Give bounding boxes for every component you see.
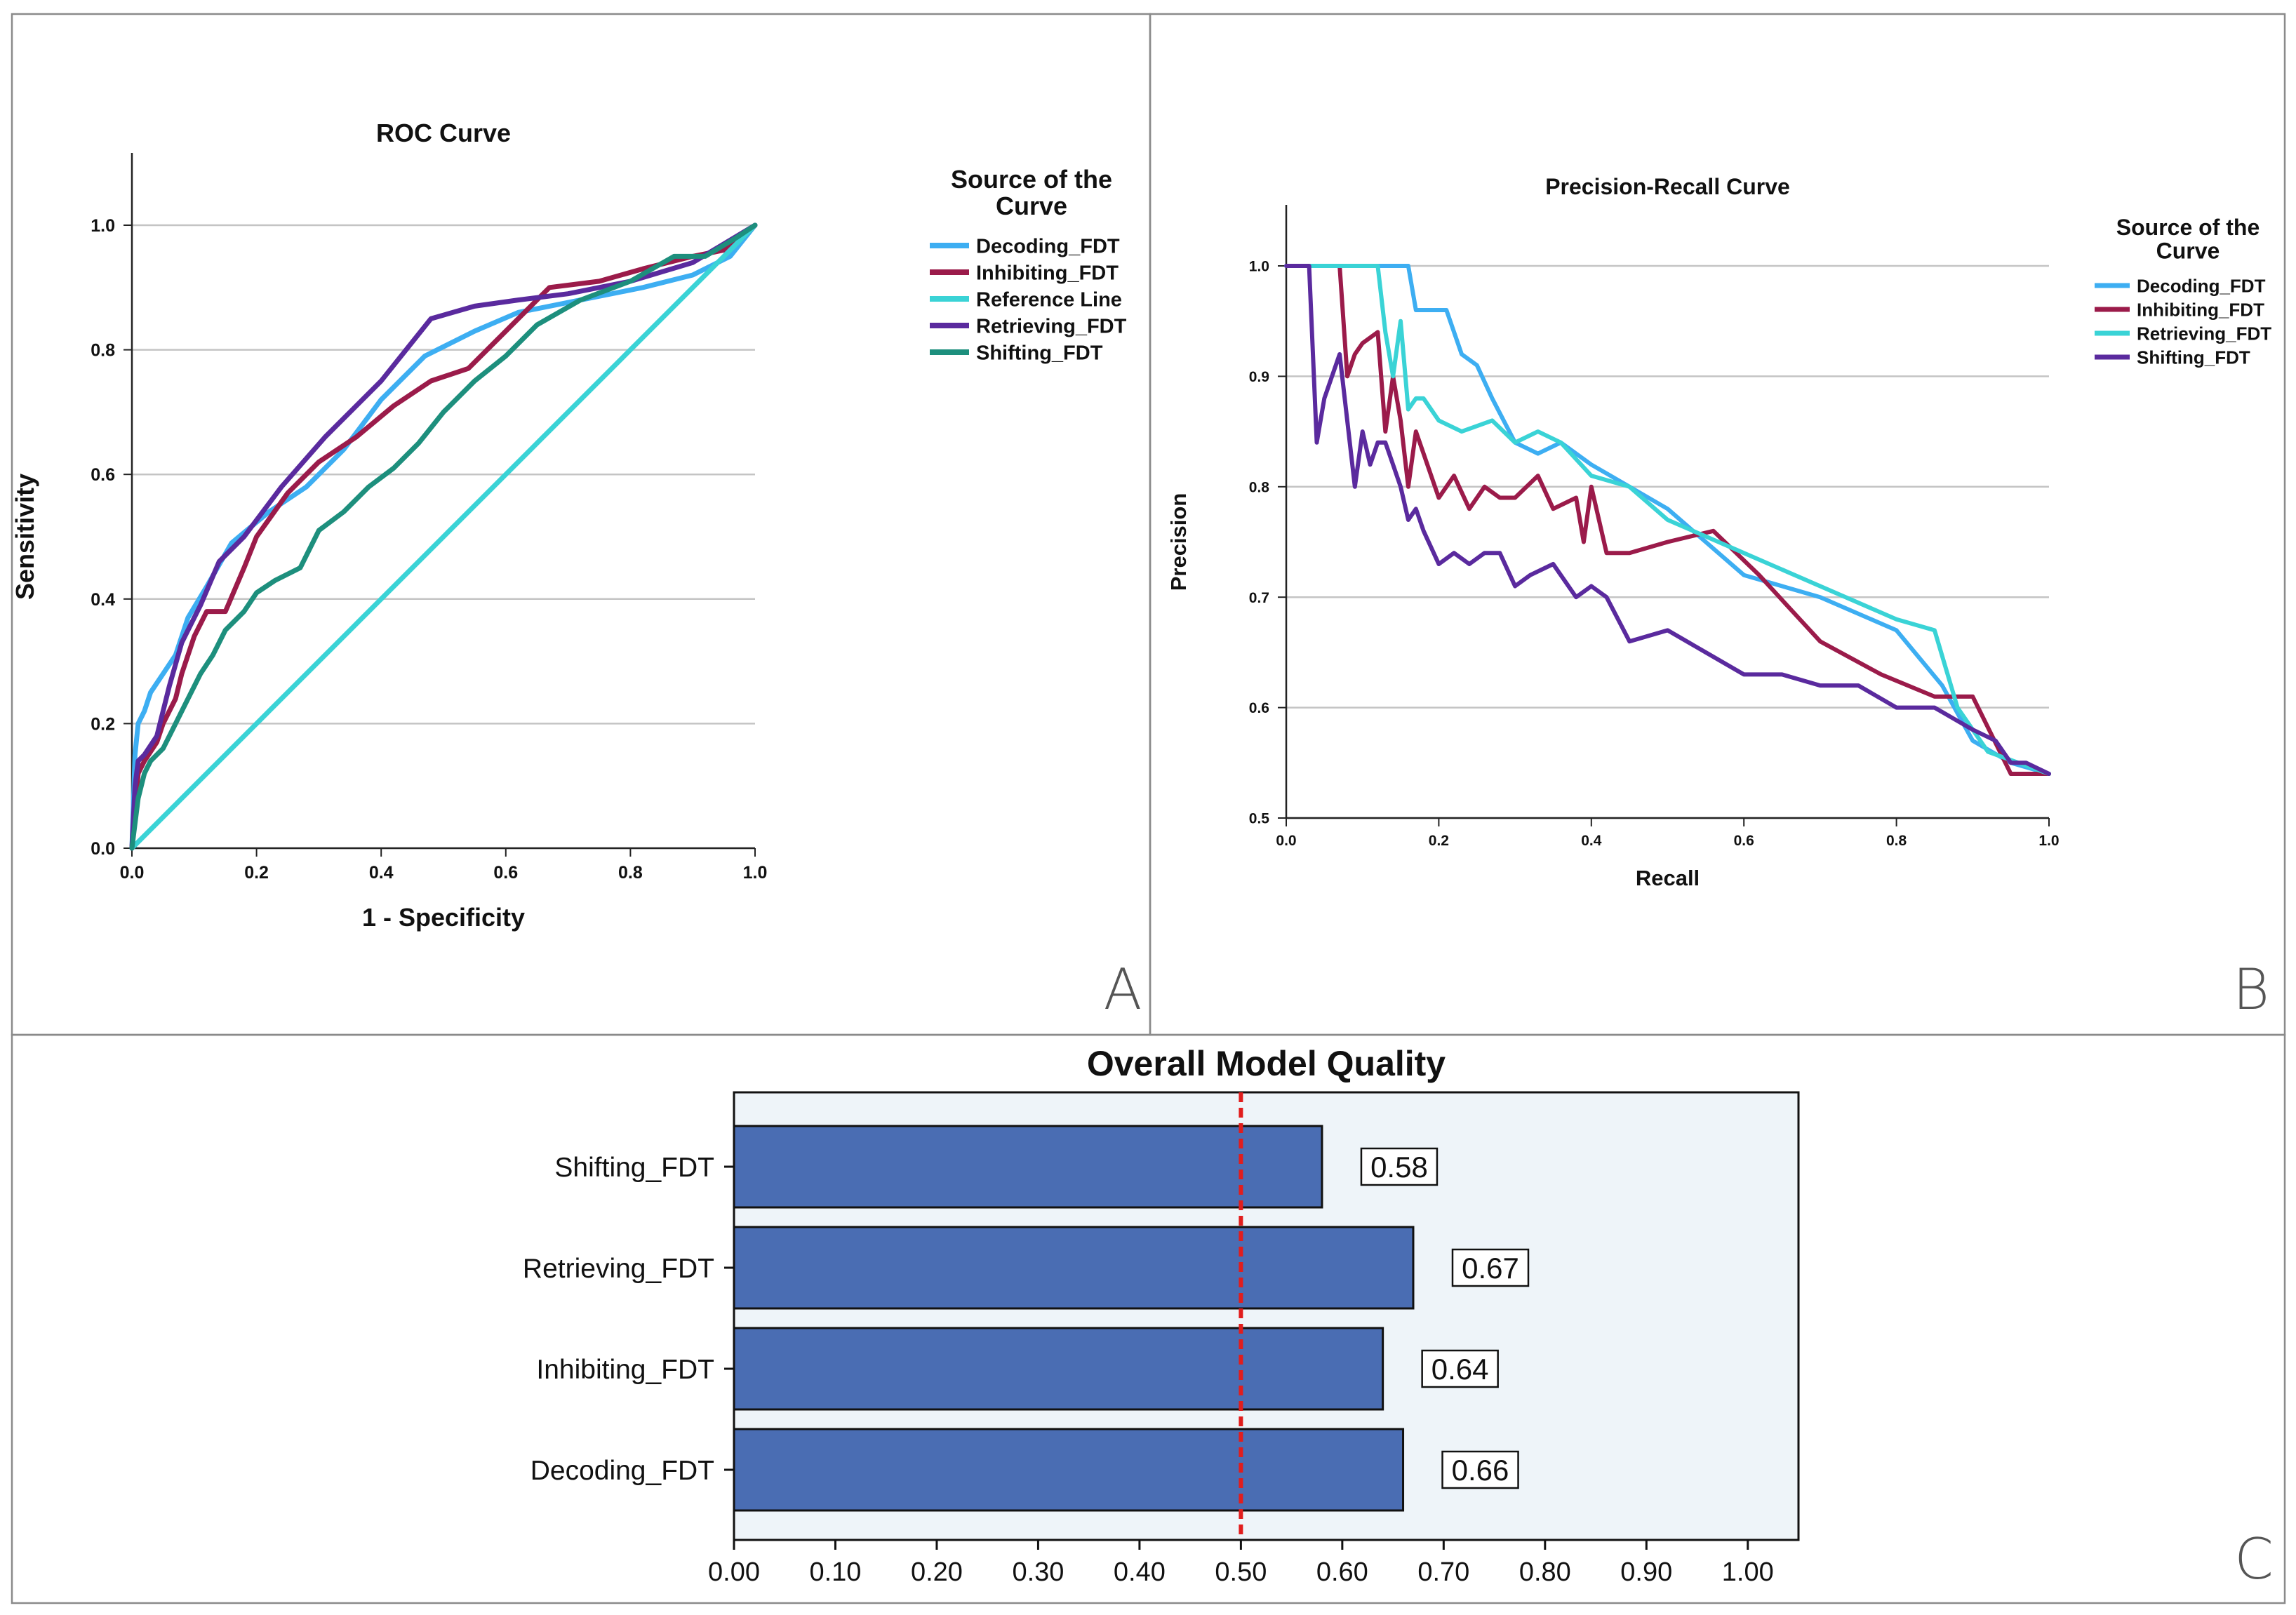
legend-label: Decoding_FDT	[976, 235, 1120, 257]
category-label: Shifting_FDT	[554, 1153, 714, 1183]
x-tick-label: 0.30	[1012, 1557, 1064, 1587]
y-tick-label: 0.8	[91, 341, 115, 361]
series-line-inhibiting-fdt	[1337, 264, 2051, 776]
x-tick-label: 0.2	[1429, 833, 1449, 849]
y-tick-label: 1.0	[1249, 259, 1269, 275]
value-label: 0.66	[1452, 1454, 1509, 1487]
series-line-inhibiting-fdt	[129, 222, 758, 851]
x-tick-label: 0.8	[1886, 833, 1907, 849]
panel-letter-b: B	[2233, 957, 2269, 1022]
value-label-box	[1421, 1349, 1499, 1388]
x-tick-label: 1.0	[2038, 833, 2059, 849]
x-tick-label: 0.70	[1417, 1557, 1469, 1587]
value-label: 0.67	[1462, 1252, 1519, 1285]
series-line-reference-line	[129, 222, 758, 851]
bar	[733, 1428, 1405, 1512]
chart-title: Precision-Recall Curve	[1545, 174, 1790, 199]
bar	[733, 1125, 1323, 1209]
precision-recall-chart: 0.5 0.6 0.7 0.8 0.9 1.0 0.0 0.2 0.4 0.6 0.8 1.0 Prec…	[1166, 174, 2271, 890]
x-tick-label: 0.20	[911, 1557, 963, 1587]
legend-label: Shifting_FDT	[2137, 347, 2250, 368]
x-tick-label: 0.6	[1734, 833, 1754, 849]
value-label-box	[1451, 1248, 1530, 1287]
y-axis-label: Sensitivity	[11, 474, 39, 600]
legend-label: Shifting_FDT	[976, 342, 1103, 364]
legend-title: Curve	[2156, 239, 2220, 264]
panel-letter-a: A	[1104, 957, 1142, 1022]
y-tick-label: 0.9	[1249, 369, 1269, 385]
x-tick-label: 0.10	[809, 1557, 861, 1587]
legend-title: Source of the	[951, 165, 1112, 194]
x-tick-label: 0.80	[1519, 1557, 1571, 1587]
y-tick-label: 1.0	[91, 216, 115, 236]
x-tick-label: 0.0	[120, 863, 145, 883]
series-line-decoding-fdt	[129, 222, 758, 851]
category-label: Decoding_FDT	[530, 1456, 714, 1486]
y-tick-label: 0.4	[91, 590, 115, 610]
x-tick-label: 0.6	[493, 863, 518, 883]
x-tick-label: 0.4	[1581, 833, 1602, 849]
x-tick-label: 0.8	[618, 863, 643, 883]
legend-title: Source of the	[2116, 215, 2260, 240]
legend-label: Retrieving_FDT	[976, 315, 1127, 337]
y-tick-label: 0.2	[91, 714, 115, 734]
category-label: Inhibiting_FDT	[536, 1355, 714, 1385]
y-tick-label: 0.8	[1249, 479, 1270, 495]
x-tick-label: 1.0	[743, 863, 768, 883]
category-label: Retrieving_FDT	[523, 1254, 714, 1284]
legend-title: Curve	[996, 192, 1067, 220]
x-tick-label: 0.0	[1276, 833, 1296, 849]
panel-c-frame	[11, 1033, 2286, 1604]
x-tick-label: 1.00	[1722, 1557, 1774, 1587]
bar	[733, 1226, 1415, 1310]
model-quality-chart: Overall Model Quality Shifting_FDT 0.58 Ret…	[523, 1044, 1800, 1587]
y-tick-label: 0.6	[91, 465, 115, 485]
y-axis-label: Precision	[1166, 493, 1191, 591]
y-tick-label: 0.7	[1249, 590, 1269, 606]
x-tick-label: 0.90	[1620, 1557, 1672, 1587]
legend-label: Decoding_FDT	[2137, 275, 2266, 296]
legend-label: Inhibiting_FDT	[2137, 299, 2264, 320]
x-tick-label: 0.00	[708, 1557, 760, 1587]
value-label-box	[1360, 1147, 1439, 1186]
y-tick-label: 0.6	[1249, 700, 1269, 716]
panel-letter-c: C	[2234, 1527, 2274, 1592]
series-line-shifting-fdt	[1284, 264, 2051, 776]
x-tick-label: 0.2	[244, 863, 269, 883]
roc-chart: 0.0 0.2 0.4 0.6 0.8 1.0 0.0 0.2 0.4 0.6 0.8 1.0 ROC …	[11, 119, 1127, 932]
legend-label: Inhibiting_FDT	[976, 262, 1119, 284]
series-line-decoding-fdt	[1284, 264, 2051, 776]
x-axis-label: Recall	[1636, 866, 1700, 890]
chart-title: ROC Curve	[376, 119, 511, 147]
value-label: 0.64	[1431, 1353, 1489, 1386]
value-label-box	[1441, 1450, 1519, 1489]
chart-title: Overall Model Quality	[1087, 1044, 1446, 1083]
y-tick-label: 0.0	[91, 839, 115, 859]
x-tick-label: 0.60	[1316, 1557, 1368, 1587]
y-tick-label: 0.5	[1249, 811, 1270, 827]
series-line-retrieving-fdt	[1284, 264, 2051, 776]
series-line-retrieving-fdt	[129, 222, 758, 851]
legend-label: Reference Line	[976, 288, 1122, 311]
series-line-shifting-fdt	[129, 222, 758, 851]
x-tick-label: 0.40	[1114, 1557, 1166, 1587]
x-tick-label: 0.50	[1215, 1557, 1267, 1587]
x-axis-label: 1 - Specificity	[362, 903, 525, 932]
bar	[733, 1327, 1384, 1411]
x-tick-label: 0.4	[369, 863, 394, 883]
value-label: 0.58	[1370, 1151, 1428, 1184]
legend-label: Retrieving_FDT	[2137, 323, 2271, 344]
